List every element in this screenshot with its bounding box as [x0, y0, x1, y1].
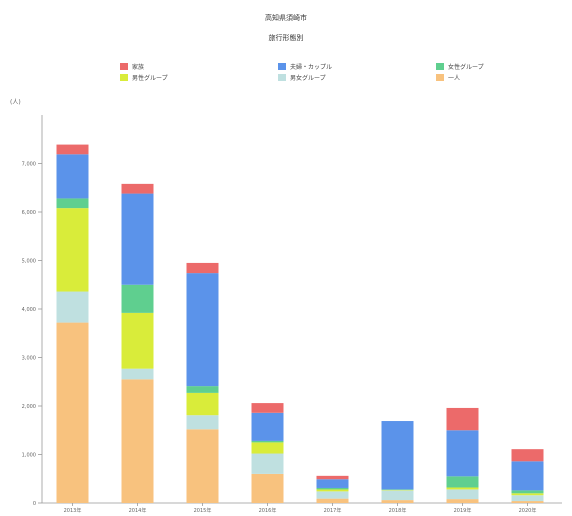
- bar-segment: [251, 403, 284, 413]
- y-tick-label: 5,000: [22, 259, 36, 265]
- chart-bars: [56, 144, 544, 503]
- y-axis-unit-label: (人): [10, 99, 21, 106]
- legend-label: 家族: [132, 63, 144, 71]
- bar-segment: [186, 262, 219, 274]
- legend-swatch: [120, 74, 128, 81]
- bar-segment: [56, 208, 89, 292]
- bar-segment: [56, 322, 89, 503]
- bar-segment: [186, 392, 219, 416]
- chart-subtitle-category: 旅行形態別: [269, 33, 304, 42]
- legend-label: 夫婦・カップル: [290, 63, 332, 71]
- bar-segment: [316, 489, 349, 492]
- bar-segment: [316, 487, 349, 490]
- x-tick-label: 2018年: [389, 507, 407, 514]
- y-tick-label: 2,000: [22, 404, 36, 410]
- legend-swatch: [436, 63, 444, 70]
- y-tick-label: 4,000: [22, 307, 36, 313]
- bar-segment: [186, 415, 219, 430]
- bar-segment: [316, 498, 349, 503]
- y-tick-label: 0: [33, 501, 36, 507]
- bar-segment: [56, 144, 89, 155]
- bar-segment: [511, 493, 544, 496]
- bar-segment: [381, 421, 414, 490]
- legend-label: 女性グループ: [448, 63, 484, 71]
- bar-segment: [511, 461, 544, 491]
- legend-label: 男女グループ: [290, 74, 326, 82]
- bar-segment: [251, 412, 284, 441]
- bar-segment: [121, 284, 154, 313]
- chart-axes: 0 1,000 2,000 3,000 4,000 5,000 6,000 7,000: [22, 115, 562, 507]
- y-tick-label: 1,000: [22, 453, 36, 459]
- bar-segment: [121, 379, 154, 503]
- bar-segment: [316, 475, 349, 480]
- legend-swatch: [436, 74, 444, 81]
- bar-segment: [511, 495, 544, 502]
- bar-segment: [186, 429, 219, 503]
- bar-segment: [186, 386, 219, 393]
- bar-segment: [251, 473, 284, 503]
- y-tick-label: 7,000: [22, 162, 36, 168]
- bar-segment: [56, 198, 89, 209]
- bar-segment: [381, 490, 414, 501]
- bar-segment: [446, 499, 479, 503]
- x-tick-label: 2015年: [194, 507, 212, 514]
- legend-swatch: [278, 63, 286, 70]
- bar-segment: [121, 368, 154, 380]
- bar-segment: [446, 430, 479, 477]
- x-tick-label: 2020年: [519, 507, 537, 514]
- bar-segment: [446, 476, 479, 488]
- bar-segment: [316, 479, 349, 488]
- bar-segment: [381, 500, 414, 503]
- bar-segment: [446, 489, 479, 500]
- bar-segment: [251, 453, 284, 474]
- x-tick-label: 2016年: [259, 507, 277, 514]
- x-tick-label: 2017年: [324, 507, 342, 514]
- bar-segment: [121, 183, 154, 194]
- bar-segment: [446, 407, 479, 431]
- bar-segment: [251, 440, 284, 443]
- bar-segment: [121, 193, 154, 285]
- bar-segment: [56, 291, 89, 323]
- bar-segment: [186, 273, 219, 387]
- y-tick-label: 3,000: [22, 356, 36, 362]
- x-tick-label: 2013年: [64, 507, 82, 514]
- legend-label: 一人: [448, 75, 460, 82]
- x-axis-tick-labels: 2013年 2014年 2015年 2016年 2017年 2018年 2019年 2020年: [64, 503, 537, 514]
- x-tick-label: 2019年: [454, 507, 472, 514]
- bar-segment: [511, 501, 544, 503]
- bar-segment: [446, 487, 479, 490]
- bar-segment: [511, 490, 544, 494]
- bar-segment: [56, 154, 89, 199]
- legend-swatch: [278, 74, 286, 81]
- y-tick-label: 6,000: [22, 210, 36, 216]
- chart-subtitle-location: 高知県須崎市: [265, 13, 307, 22]
- legend-swatch: [120, 63, 128, 70]
- bar-segment: [251, 442, 284, 454]
- chart-titles: 高知県須崎市 旅行形態別: [265, 13, 307, 42]
- bar-segment: [316, 491, 349, 499]
- bar-segment: [121, 312, 154, 369]
- x-tick-label: 2014年: [129, 507, 147, 514]
- bar-segment: [511, 449, 544, 462]
- legend-label: 男性グループ: [132, 74, 168, 82]
